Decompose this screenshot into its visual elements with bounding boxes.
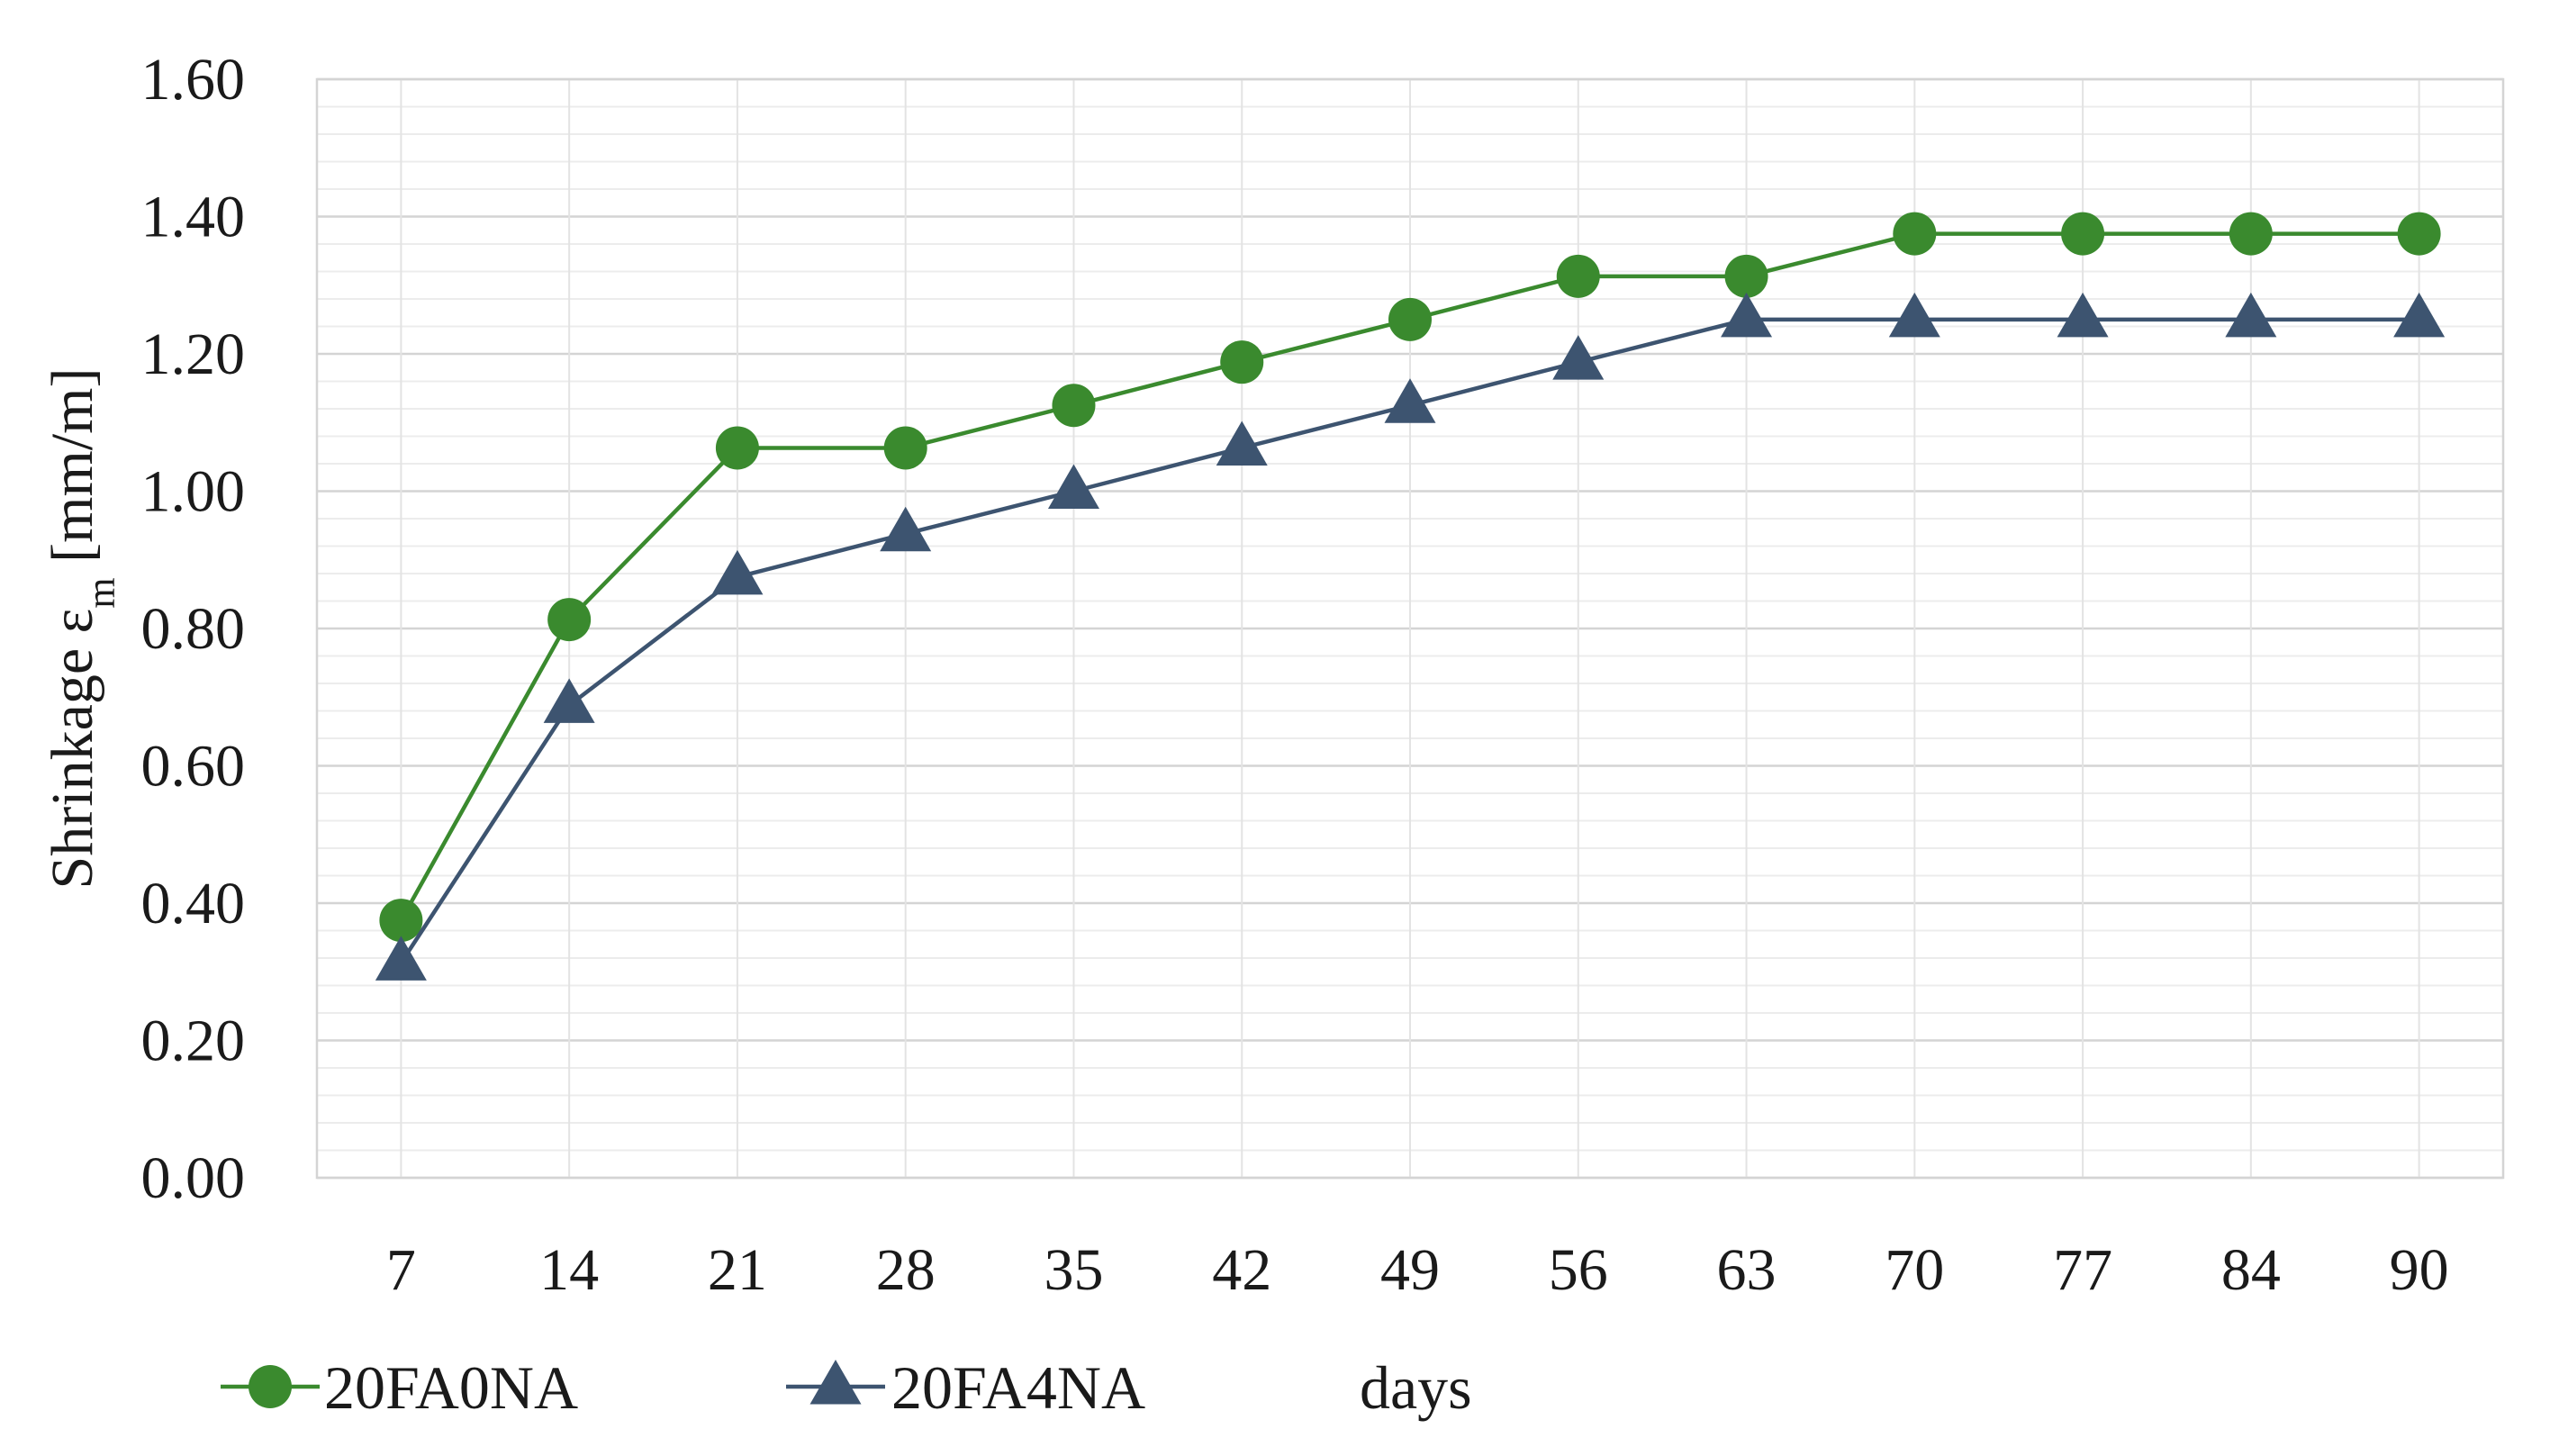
data-point-20FA4NA-77 xyxy=(2057,292,2109,338)
data-point-20FA4NA-14 xyxy=(543,678,595,723)
legend: 20FA0NA 20FA4NA days xyxy=(221,1353,1472,1422)
y-tick-label: 1.20 xyxy=(141,321,246,387)
y-tick-label: 1.40 xyxy=(141,185,246,250)
x-tick-label: 77 xyxy=(2053,1237,2112,1303)
y-tick-label: 0.40 xyxy=(141,871,246,936)
data-point-20FA0NA-84 xyxy=(2229,212,2273,256)
legend-label-20FA4NA: 20FA4NA xyxy=(891,1353,1145,1422)
y-tick-label: 0.80 xyxy=(141,596,246,662)
data-point-20FA0NA-21 xyxy=(715,426,759,470)
data-point-20FA4NA-84 xyxy=(2225,292,2277,338)
y-tick-label: 0.60 xyxy=(141,734,246,800)
legend-marker-20FA4NA xyxy=(809,1360,862,1405)
data-point-20FA0NA-70 xyxy=(1893,212,1937,256)
x-tick-label: 56 xyxy=(1549,1237,1608,1303)
x-tick-label: 84 xyxy=(2221,1237,2281,1303)
series-20FA0NA xyxy=(379,212,2441,943)
grid-layer xyxy=(317,77,2503,1180)
plot-border xyxy=(315,77,2505,1180)
legend-marker-20FA0NA xyxy=(249,1365,292,1408)
y-axis-title: Shrinkage εm [mm/m] xyxy=(40,368,123,890)
data-point-20FA4NA-28 xyxy=(880,506,932,552)
data-point-20FA0NA-77 xyxy=(2061,212,2105,256)
legend-label-20FA0NA: 20FA0NA xyxy=(324,1353,578,1422)
data-point-20FA4NA-70 xyxy=(1888,292,1940,338)
data-point-20FA0NA-63 xyxy=(1724,254,1768,298)
data-point-20FA0NA-7 xyxy=(379,899,423,943)
axis-layer xyxy=(315,77,2505,1180)
data-point-20FA0NA-42 xyxy=(1220,340,1264,384)
data-point-20FA0NA-56 xyxy=(1556,254,1600,298)
x-axis-title: days xyxy=(1360,1353,1472,1422)
x-tick-label: 90 xyxy=(2390,1237,2449,1303)
data-point-20FA0NA-28 xyxy=(883,426,927,470)
data-point-20FA4NA-35 xyxy=(1047,464,1099,509)
x-tick-label: 70 xyxy=(1885,1237,1944,1303)
y-tick-label: 0.20 xyxy=(141,1008,246,1074)
data-point-20FA0NA-14 xyxy=(547,598,592,642)
data-point-20FA4NA-56 xyxy=(1552,335,1605,380)
x-tick-label: 35 xyxy=(1044,1237,1103,1303)
data-point-20FA0NA-35 xyxy=(1052,384,1096,428)
data-point-20FA4NA-63 xyxy=(1721,292,1773,338)
y-tick-label: 0.00 xyxy=(141,1145,246,1211)
data-point-20FA0NA-90 xyxy=(2397,212,2441,256)
data-point-20FA4NA-7 xyxy=(375,936,427,981)
series-20FA4NA xyxy=(375,292,2446,981)
y-tick-label: 1.00 xyxy=(141,459,246,525)
legend-item-20FA4NA: 20FA4NA xyxy=(786,1353,1145,1422)
data-point-20FA4NA-42 xyxy=(1216,421,1268,466)
x-tick-label: 21 xyxy=(708,1237,767,1303)
y-tick-label: 1.60 xyxy=(141,47,246,113)
x-tick-label: 28 xyxy=(876,1237,936,1303)
x-tick-label: 49 xyxy=(1380,1237,1440,1303)
legend-item-20FA0NA: 20FA0NA xyxy=(221,1353,578,1422)
x-tick-label: 42 xyxy=(1212,1237,1271,1303)
data-point-20FA4NA-21 xyxy=(711,549,764,595)
x-tick-label: 7 xyxy=(386,1237,416,1303)
series-layer xyxy=(375,212,2446,981)
data-point-20FA4NA-49 xyxy=(1384,378,1436,423)
data-point-20FA0NA-49 xyxy=(1388,297,1432,341)
x-tick-label: 63 xyxy=(1717,1237,1777,1303)
label-layer: 0.00 0.20 0.40 0.60 0.80 1.00 1.20 1.40 1.60 7 14 2… xyxy=(40,47,2449,1303)
x-tick-label: 14 xyxy=(539,1237,599,1303)
data-point-20FA4NA-90 xyxy=(2393,292,2446,338)
